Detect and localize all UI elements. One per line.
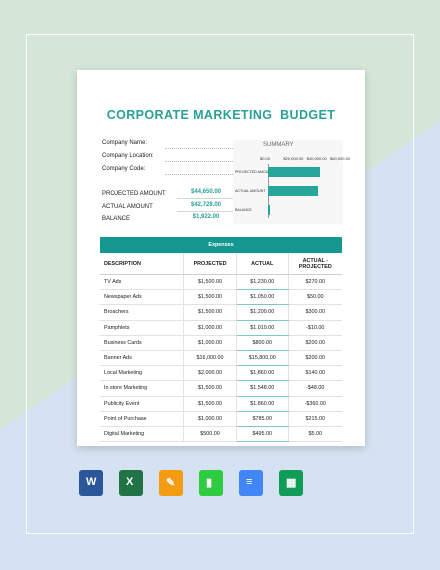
company-location-label: Company Location: — [102, 153, 154, 159]
company-name-field[interactable] — [165, 148, 235, 149]
expenses-table: Expenses DESCRIPTION PROJECTED ACTUAL AC… — [100, 237, 342, 443]
table-row: Local Marketing $2,000.00 $1,860.00 $140.00 — [100, 365, 342, 382]
col-description: DESCRIPTION — [100, 253, 185, 275]
column-headers: DESCRIPTION PROJECTED ACTUAL ACTUAL - PR… — [100, 253, 342, 275]
table-row: TV Ads $1,500.00 $1,230.00 $270.00 — [100, 274, 342, 291]
row-difference[interactable]: $50.00 — [288, 289, 342, 306]
bar-label: BALANCE — [235, 208, 252, 212]
row-actual[interactable]: $15,800.00 — [236, 350, 289, 367]
table-row: Pamphlets $1,000.00 $1,010.00 -$10.00 — [100, 320, 342, 336]
table-row: Publicity Event $1,500.00 $1,860.00 -$360.0… — [100, 396, 342, 412]
table-row: Digital Marketing $500.00 $495.00 $5.00 — [100, 426, 342, 443]
actual-amount-label: ACTUAL AMOUNT — [102, 204, 153, 210]
row-projected[interactable]: $16,000.00 — [183, 350, 237, 367]
row-actual[interactable]: $1,050.00 — [236, 289, 289, 306]
row-difference[interactable]: $300.00 — [288, 304, 342, 321]
row-description[interactable]: TV Ads — [100, 274, 185, 291]
row-projected[interactable]: $1,500.00 — [183, 289, 237, 306]
row-difference[interactable]: $5.00 — [288, 426, 342, 443]
excel-icon[interactable]: X — [119, 470, 143, 496]
row-actual[interactable]: $1,230.00 — [236, 274, 289, 291]
bar-label: PROJECTED AMOUNT — [235, 170, 274, 174]
row-actual[interactable]: $1,860.00 — [236, 365, 289, 382]
projected-amount-value: $44,650.00 — [190, 189, 222, 195]
row-description[interactable]: Local Marketing — [100, 365, 185, 382]
balance-label: BALANCE — [102, 216, 131, 222]
row-description[interactable]: Banner Ads — [100, 350, 185, 367]
row-difference[interactable]: $140.00 — [288, 365, 342, 382]
table-row: Broachers $1,500.00 $1,200.00 $300.00 — [100, 304, 342, 321]
document-title: CORPORATE MARKETING BUDGET — [106, 108, 336, 122]
row-difference[interactable]: -$360.00 — [288, 396, 342, 412]
col-difference: ACTUAL - PROJECTED — [288, 253, 342, 275]
expenses-header: Expenses — [100, 237, 342, 253]
company-location-field[interactable] — [165, 161, 235, 162]
row-actual[interactable]: $800.00 — [236, 335, 289, 351]
row-description[interactable]: Business Cards — [100, 335, 185, 351]
col-actual: ACTUAL — [236, 253, 289, 275]
row-projected[interactable]: $1,000.00 — [183, 320, 237, 336]
company-code-field[interactable] — [165, 174, 235, 175]
app-icons: W X ✎ ▮ ≡ ▦ — [76, 470, 366, 500]
row-actual[interactable]: $495.00 — [236, 426, 289, 443]
projected-underline — [177, 198, 235, 199]
tick-label: $0.00 — [260, 156, 271, 161]
bar-label: ACTUAL AMOUNT — [235, 189, 266, 193]
summary-chart: SUMMARY $0.00 $20,000.00 $40,000.00 $60,000… — [233, 140, 350, 224]
decorative-frame — [26, 34, 414, 534]
row-projected[interactable]: $1,000.00 — [183, 335, 237, 351]
company-code-label: Company Code: — [102, 166, 146, 172]
table-row: Point of Purchase $1,000.00 $785.00 $215.00 — [100, 411, 342, 427]
col-projected: PROJECTED — [183, 253, 237, 275]
projected-amount-label: PROJECTED AMOUNT — [102, 191, 166, 197]
table-row: Newspaper Ads $1,500.00 $1,050.00 $50.00 — [100, 289, 342, 306]
balance-value: $1,922.00 — [192, 214, 220, 220]
row-difference[interactable]: $215.00 — [288, 411, 342, 427]
actual-underline — [177, 211, 235, 212]
budget-document: CORPORATE MARKETING BUDGET Company Name:… — [77, 70, 365, 446]
tick-label: $60,000.00 — [330, 156, 351, 161]
row-projected[interactable]: $500.00 — [183, 426, 237, 443]
bar — [268, 167, 321, 177]
tick-label: $40,000.00 — [306, 156, 327, 161]
row-difference[interactable]: $200.00 — [288, 335, 342, 351]
row-description[interactable]: Point of Purchase — [100, 411, 185, 427]
tick-label: $20,000.00 — [283, 156, 304, 161]
row-description[interactable]: Publicity Event — [100, 396, 185, 412]
table-row: Business Cards $1,000.00 $800.00 $200.00 — [100, 335, 342, 351]
actual-amount-value: $42,728.00 — [190, 202, 222, 208]
row-description[interactable]: Pamphlets — [100, 320, 185, 336]
row-actual[interactable]: $1,860.00 — [236, 396, 289, 412]
row-projected[interactable]: $1,500.00 — [183, 380, 237, 397]
row-projected[interactable]: $1,500.00 — [183, 304, 237, 321]
row-difference[interactable]: -$48.00 — [288, 380, 342, 397]
chart-title: SUMMARY — [263, 142, 294, 148]
pages-icon[interactable]: ✎ — [159, 470, 183, 496]
row-projected[interactable]: $1,000.00 — [183, 411, 237, 427]
row-actual[interactable]: $1,548.00 — [236, 380, 289, 397]
company-name-label: Company Name: — [102, 140, 148, 146]
row-actual[interactable]: $1,200.00 — [236, 304, 289, 321]
row-actual[interactable]: $785.00 — [236, 411, 289, 427]
row-difference[interactable]: -$10.00 — [288, 320, 342, 336]
row-description[interactable]: In store Marketing — [100, 380, 185, 397]
bar — [268, 186, 318, 196]
row-difference[interactable]: $270.00 — [288, 274, 342, 291]
row-description[interactable]: Digital Marketing — [100, 426, 185, 443]
google-sheets-icon[interactable]: ▦ — [279, 470, 303, 496]
row-projected[interactable]: $1,500.00 — [183, 396, 237, 412]
row-projected[interactable]: $2,000.00 — [183, 365, 237, 382]
row-description[interactable]: Broachers — [100, 304, 185, 321]
numbers-icon[interactable]: ▮ — [199, 470, 223, 496]
bar — [268, 205, 271, 215]
google-docs-icon[interactable]: ≡ — [239, 470, 263, 496]
row-actual[interactable]: $1,010.00 — [236, 320, 289, 336]
table-row: Banner Ads $16,000.00 $15,800.00 $200.00 — [100, 350, 342, 367]
row-description[interactable]: Newspaper Ads — [100, 289, 185, 306]
table-row: In store Marketing $1,500.00 $1,548.00 -$48… — [100, 380, 342, 397]
row-difference[interactable]: $200.00 — [288, 350, 342, 367]
word-icon[interactable]: W — [79, 470, 103, 496]
row-projected[interactable]: $1,500.00 — [183, 274, 237, 291]
